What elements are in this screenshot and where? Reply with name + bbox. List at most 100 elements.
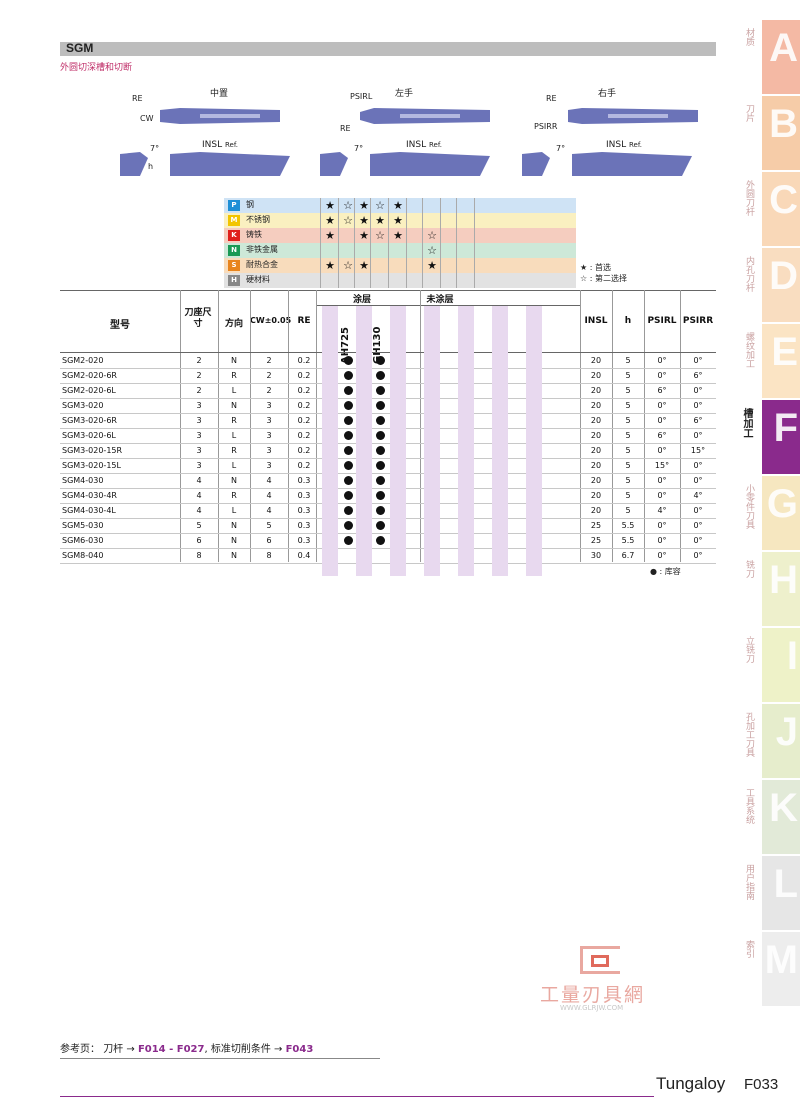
header-coated: 涂层 [352, 295, 371, 305]
page-bottom-line [60, 1096, 654, 1097]
stock-dot [344, 521, 353, 530]
psirr-cell: 6° [693, 416, 703, 425]
re-cell: 0.2 [297, 401, 311, 410]
diagram-label-right: 右手 [598, 89, 617, 99]
side-tab-a[interactable]: A 材质 [744, 20, 800, 94]
grid-line [420, 290, 421, 562]
table-row: SGM3-020-15R 3 R 3 0.2 20 5 0° 15° [60, 443, 716, 459]
stock-dot [344, 476, 353, 485]
side-tab-k[interactable]: K 工具系统 [744, 780, 800, 854]
holder-size-cell: 8 [196, 551, 202, 560]
grid-line [612, 290, 613, 562]
psirr-cell: 0° [693, 506, 703, 515]
holder-size-cell: 4 [196, 506, 202, 515]
side-tab-j[interactable]: J 孔加工刀具 [744, 704, 800, 778]
grid-line [316, 290, 317, 562]
material-code-badge: K [228, 230, 240, 241]
ref2-pages-link[interactable]: F043 [285, 1044, 314, 1055]
material-row: S 耐热合金 ★ ☆ ★ ★ [224, 258, 576, 273]
grid-line [440, 198, 441, 288]
side-tab-g[interactable]: G 小零件刀具 [744, 476, 800, 550]
model-cell: SGM4-030 [62, 476, 104, 485]
side-tab-f[interactable]: F 槽加工 [741, 400, 800, 474]
psirl-cell: 0° [657, 476, 667, 485]
model-cell: SGM2-020-6R [62, 371, 117, 380]
tab-letter: K [769, 786, 798, 830]
side-tab-l[interactable]: L 用户指南 [744, 856, 800, 930]
material-name: 不锈钢 [246, 215, 270, 224]
header-model: 型号 [110, 320, 130, 331]
psirl-cell: 0° [657, 401, 667, 410]
material-row: K 铸铁 ★ ★ ☆ ★ ☆ [224, 228, 576, 243]
tab-letter: M [764, 938, 798, 982]
material-name: 铸铁 [246, 230, 262, 239]
direction-cell: L [231, 506, 237, 515]
legend-preferred: ★ : 首选 [580, 263, 611, 272]
grid-line [218, 290, 219, 562]
direction-cell: R [231, 446, 237, 455]
re-cell: 0.2 [297, 416, 311, 425]
header-underline [420, 305, 580, 306]
angle-label-1: 7° [150, 144, 160, 153]
insert-diagrams: 中置 RE CW INSL Ref. 7° h 左手 PSIRL RE INSL… [110, 82, 710, 182]
re-cell: 0.3 [297, 521, 311, 530]
side-tab-i[interactable]: I 立铣刀 [744, 628, 800, 702]
suitability-mark: ★ [393, 199, 403, 212]
stock-dot [344, 386, 353, 395]
psirr-cell: 4° [693, 491, 703, 500]
psirr-cell: 0° [693, 551, 703, 560]
suitability-mark: ☆ [375, 199, 385, 212]
ref-label-3: Ref. [629, 141, 643, 149]
angle-label-2: 7° [354, 144, 364, 153]
grid-line [406, 198, 407, 288]
tab-letter: C [769, 178, 798, 222]
table-row: SGM2-020-6R 2 R 2 0.2 20 5 0° 6° [60, 368, 716, 384]
suitability-mark: ☆ [343, 214, 353, 227]
cw-cell: 3 [266, 431, 272, 440]
ref1-pages-link[interactable]: F014 - F027 [137, 1044, 205, 1055]
header-cw: CW±0.05 [250, 316, 292, 325]
model-cell: SGM5-030 [62, 521, 104, 530]
side-tab-c[interactable]: C 外圆刀杆 [744, 172, 800, 246]
grid-line [474, 198, 475, 288]
table-row: SGM2-020-6L 2 L 2 0.2 20 5 6° 0° [60, 383, 716, 399]
tab-label: 索引 [744, 940, 754, 958]
page-number: F033 [744, 1076, 779, 1093]
header-underline [316, 305, 420, 306]
column-shade [390, 306, 406, 576]
tab-label: 铣刀 [744, 560, 754, 578]
stock-dot [344, 356, 353, 365]
tab-label: 槽加工 [741, 408, 752, 438]
material-name: 非铁金属 [246, 245, 278, 254]
material-row: P 钢 ★ ☆ ★ ☆ ★ [224, 198, 576, 213]
h-cell: 5 [625, 476, 631, 485]
watermark-logo [580, 946, 620, 974]
material-code-badge: N [228, 245, 240, 256]
cw-cell: 3 [266, 416, 272, 425]
material-code-badge: H [228, 275, 240, 286]
holder-size-cell: 6 [196, 536, 202, 545]
side-tab-m[interactable]: M 索引 [744, 932, 800, 1006]
grid-line [370, 198, 371, 288]
psirl-cell: 15° [654, 461, 670, 470]
insert-top-view-neutral [160, 108, 280, 124]
holder-size-cell: 2 [196, 371, 202, 380]
material-code-badge: M [228, 215, 240, 226]
insert-top-view-right [568, 108, 698, 124]
side-tab-b[interactable]: B 刀片 [744, 96, 800, 170]
direction-cell: N [231, 401, 237, 410]
h-cell: 5 [625, 356, 631, 365]
cw-label: CW [140, 114, 154, 123]
side-tab-e[interactable]: E 螺纹加工 [744, 324, 800, 398]
insl-cell: 20 [590, 461, 602, 470]
model-cell: SGM3-020-15L [62, 461, 121, 470]
insl-cell: 20 [590, 446, 602, 455]
ref-label-1: Ref. [225, 141, 239, 149]
side-tab-h[interactable]: H 铣刀 [744, 552, 800, 626]
side-tab-d[interactable]: D 内孔刀杆 [744, 248, 800, 322]
suitability-mark: ★ [325, 259, 335, 272]
re-label-right: RE [546, 94, 557, 103]
watermark-title: 工量刃具網 [540, 984, 646, 1006]
material-row: H 硬材料 [224, 273, 576, 288]
psirl-cell: 0° [657, 521, 667, 530]
